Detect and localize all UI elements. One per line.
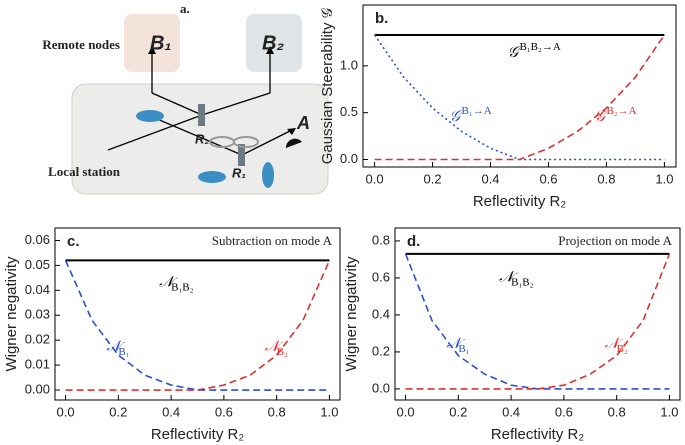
diagram: a. Remote nodes B₁ B₂ R₂ R₁ A Local stat… [42,1,329,195]
x-tick-label: 0.4 [162,404,180,419]
x-axis-label: Reflectivity R₂ [473,193,567,210]
series-label: 𝒩 [499,269,518,285]
x-tick-label: 0.0 [366,171,384,186]
series-label-sup: B₂→A [606,105,636,117]
detector [285,138,302,148]
node-box [124,14,180,72]
y-tick-label: 0.8 [372,232,390,247]
x-tick-label: 0.6 [215,404,233,419]
y-tick-label: 0.6 [372,269,390,284]
y-tick-label: 0.05 [25,257,50,272]
y-tick-label: 0.01 [25,357,50,372]
node-label: B₂ [262,32,284,54]
series-label: 𝒢 [508,45,521,61]
series-label-sup: B₁→A [462,105,492,117]
plot-frame [394,227,681,401]
beams [107,50,293,156]
squeezed-state [136,110,164,122]
annotation: Subtraction on mode A [212,233,333,248]
node-box [246,14,302,72]
x-tick-label: 0.0 [397,404,415,419]
series-label-sub: B₂ [617,343,628,355]
remote-label: Remote nodes [42,37,120,52]
y-tick-label: 0.2 [372,343,390,358]
x-tick-label: 0.2 [449,404,467,419]
squeezed-state [198,171,226,183]
series-label: 𝒩 [446,336,465,352]
y-tick-label: 0.00 [25,381,50,396]
beam-splitter [238,144,245,166]
panel-label: a. [180,1,190,16]
y-tick-label: 1.0 [340,57,358,72]
series-line [373,34,665,161]
x-tick-label: 1.0 [660,404,678,419]
detector-loop [233,136,259,148]
panel-label: c. [67,233,80,250]
series-line [65,260,331,391]
series-label: 𝒩 [106,339,125,355]
local-label: Local station [48,164,121,179]
x-tick-label: 0.6 [555,404,573,419]
series-label-sup: B₁B₂→A [520,41,561,53]
x-tick-label: 0.0 [57,404,75,419]
series-label: 𝒩 [159,274,178,290]
x-axis-label: Reflectivity R₂ [151,426,245,443]
y-axis-label: Wigner negativity [343,256,360,372]
plot-frame [54,227,341,401]
series-label-sub: B₁B₂ [171,281,194,293]
x-tick-label: 0.2 [109,404,127,419]
beam-splitter [198,104,205,126]
mode-label: A [296,113,310,133]
series-label-sub: B₁ [118,346,129,358]
series-label-sub: B₂ [277,346,288,358]
series-line [374,34,666,161]
y-tick-label: 0.5 [340,104,358,119]
splitter-label: R₂ [195,131,209,146]
y-axis-label: Wigner negativity [3,256,20,372]
x-tick-label: 0.4 [502,404,520,419]
series-line [64,260,330,391]
series-label: 𝒩 [605,336,624,352]
x-tick-label: 0.8 [597,171,615,186]
y-tick-label: 0.0 [372,380,390,395]
splitter-label: R₁ [232,165,246,180]
panel-label: d. [407,233,420,250]
x-tick-label: 1.0 [320,404,338,419]
annotation: Projection on mode A [558,233,672,248]
series-label: 𝒩 [265,339,284,355]
x-tick-label: 0.8 [608,404,626,419]
x-tick-label: 0.4 [481,171,499,186]
x-tick-label: 0.6 [539,171,557,186]
y-tick-label: 0.0 [340,151,358,166]
series-label-sub: B₁ [458,343,469,355]
node-label: B₁ [150,32,171,54]
series-line [405,253,671,390]
x-axis-label: Reflectivity R₂ [491,426,585,443]
y-tick-label: 0.03 [25,307,50,322]
x-tick-label: 1.0 [655,171,673,186]
series-label: 𝒢 [594,109,607,125]
plot-frame [362,4,677,168]
series-label: 𝒢 [450,109,463,125]
y-axis-label: Gaussian Steerability 𝒢 [319,7,336,164]
x-tick-label: 0.8 [268,404,286,419]
y-tick-label: 0.4 [372,306,390,321]
series-label-sub: B₁B₂ [511,276,534,288]
y-tick-label: 0.02 [25,332,50,347]
panel-label: b. [375,10,388,27]
squeezed-state [262,162,274,188]
x-tick-label: 0.2 [424,171,442,186]
y-tick-label: 0.04 [25,282,50,297]
y-tick-label: 0.06 [25,232,50,247]
series-line [404,253,670,390]
